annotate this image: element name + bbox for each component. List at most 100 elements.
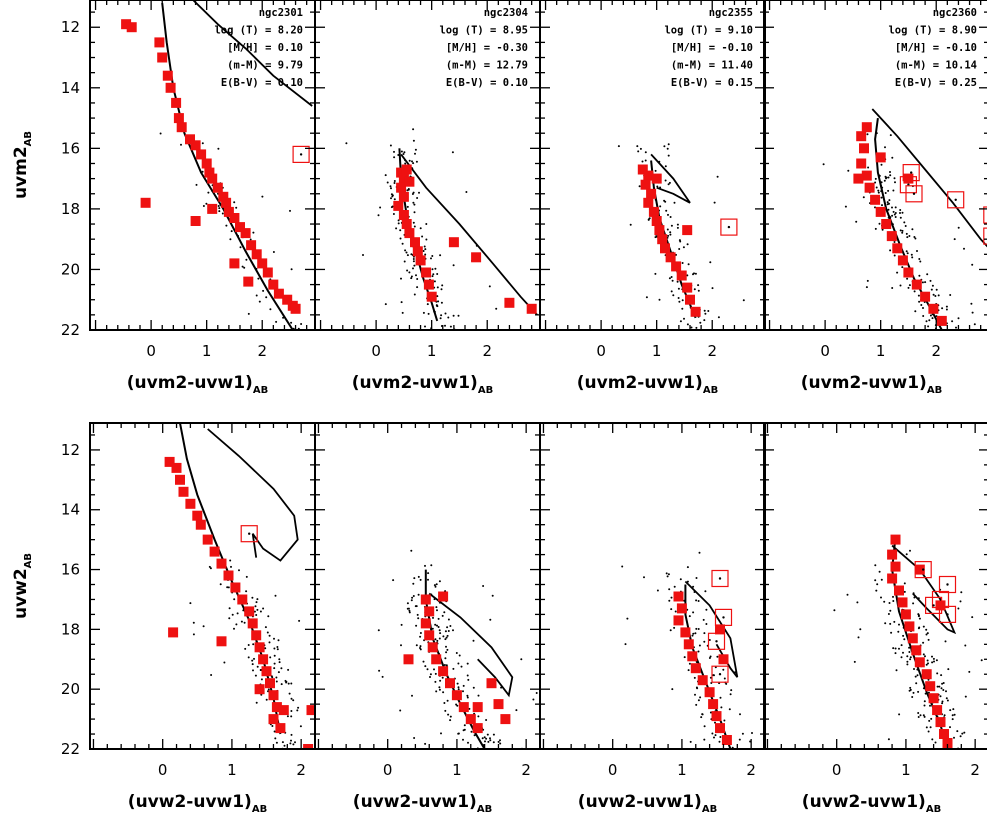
field-star — [961, 754, 963, 756]
member-star — [207, 173, 218, 184]
field-star — [926, 273, 929, 276]
field-star — [493, 754, 495, 756]
field-star — [693, 288, 696, 291]
field-star — [917, 615, 920, 618]
field-star — [647, 218, 650, 221]
member-star — [303, 744, 314, 749]
field-star — [419, 647, 421, 649]
field-star — [678, 300, 681, 303]
field-star — [479, 752, 481, 754]
field-star — [457, 688, 460, 691]
y-tick-label: 22 — [61, 321, 80, 339]
field-star — [689, 335, 691, 337]
field-star — [901, 229, 904, 232]
field-star — [417, 593, 420, 596]
field-star — [919, 714, 922, 717]
x-tick-label: 0 — [158, 761, 168, 779]
field-star — [982, 754, 984, 756]
field-star — [441, 284, 444, 287]
plot-frame — [763, 0, 987, 331]
field-star — [283, 744, 286, 747]
field-star — [714, 754, 716, 756]
member-star — [881, 219, 892, 229]
field-star — [225, 224, 228, 227]
field-star — [928, 754, 930, 756]
field-star — [684, 335, 686, 337]
field-star — [929, 726, 932, 729]
field-star — [894, 212, 897, 214]
field-star — [472, 754, 474, 756]
field-star — [442, 691, 445, 694]
field-star — [940, 754, 942, 756]
field-star — [466, 674, 469, 677]
field-star — [952, 332, 954, 334]
field-star — [472, 639, 475, 642]
field-star — [503, 754, 505, 756]
field-star — [677, 297, 680, 299]
field-star — [424, 248, 427, 251]
x-axis-label-sub: AB — [252, 804, 267, 815]
member-star — [928, 303, 939, 314]
field-star — [490, 754, 492, 756]
member-star — [246, 240, 257, 251]
field-star — [430, 564, 433, 567]
field-star — [956, 335, 958, 337]
field-star — [913, 290, 916, 293]
nonmember-star — [947, 191, 965, 209]
field-star — [444, 335, 446, 337]
field-star — [947, 668, 950, 671]
member-star — [201, 158, 212, 169]
member-star — [162, 70, 173, 81]
field-star — [886, 201, 889, 204]
field-star — [723, 677, 726, 680]
field-star — [430, 335, 432, 337]
field-star — [925, 663, 928, 666]
field-star — [446, 699, 449, 702]
field-star — [712, 332, 714, 334]
field-star — [259, 669, 262, 671]
field-star — [456, 682, 459, 685]
field-star — [923, 715, 926, 718]
field-star — [924, 281, 927, 284]
plot-area — [621, 551, 781, 756]
field-star — [391, 195, 394, 198]
cluster-parameter: [M/H] = -0.10 — [895, 42, 977, 54]
member-star — [258, 654, 269, 665]
field-star — [455, 652, 458, 654]
field-star — [703, 640, 706, 643]
x-tick-label: 1 — [427, 342, 437, 360]
field-star — [698, 551, 701, 554]
field-star — [287, 682, 290, 685]
field-star — [393, 182, 396, 184]
field-star — [967, 754, 969, 756]
field-star — [689, 335, 691, 337]
field-star — [452, 629, 454, 632]
field-star — [920, 304, 923, 306]
y-tick-label: 22 — [61, 740, 80, 758]
field-star — [431, 627, 434, 630]
field-star — [874, 206, 876, 209]
nonmember-dot — [946, 583, 949, 586]
field-star — [297, 754, 299, 756]
field-star — [438, 688, 441, 691]
field-star — [496, 754, 498, 756]
member-star — [914, 657, 925, 668]
field-star — [487, 754, 489, 756]
field-star — [441, 335, 443, 337]
field-star — [656, 589, 659, 592]
field-star — [414, 152, 416, 155]
field-star — [262, 289, 265, 292]
field-star — [276, 754, 278, 756]
x-axis-label-sub: AB — [477, 804, 492, 815]
field-star — [406, 254, 409, 257]
x-tick-label: 0 — [608, 761, 618, 779]
field-star — [444, 638, 447, 641]
isochrone-line-secondary — [191, 0, 313, 107]
member-star — [140, 197, 151, 208]
field-star — [779, 703, 781, 705]
field-star — [901, 231, 904, 234]
field-star — [478, 754, 480, 756]
field-star — [865, 286, 868, 289]
field-star — [899, 284, 902, 287]
nonmember-star — [240, 525, 258, 543]
